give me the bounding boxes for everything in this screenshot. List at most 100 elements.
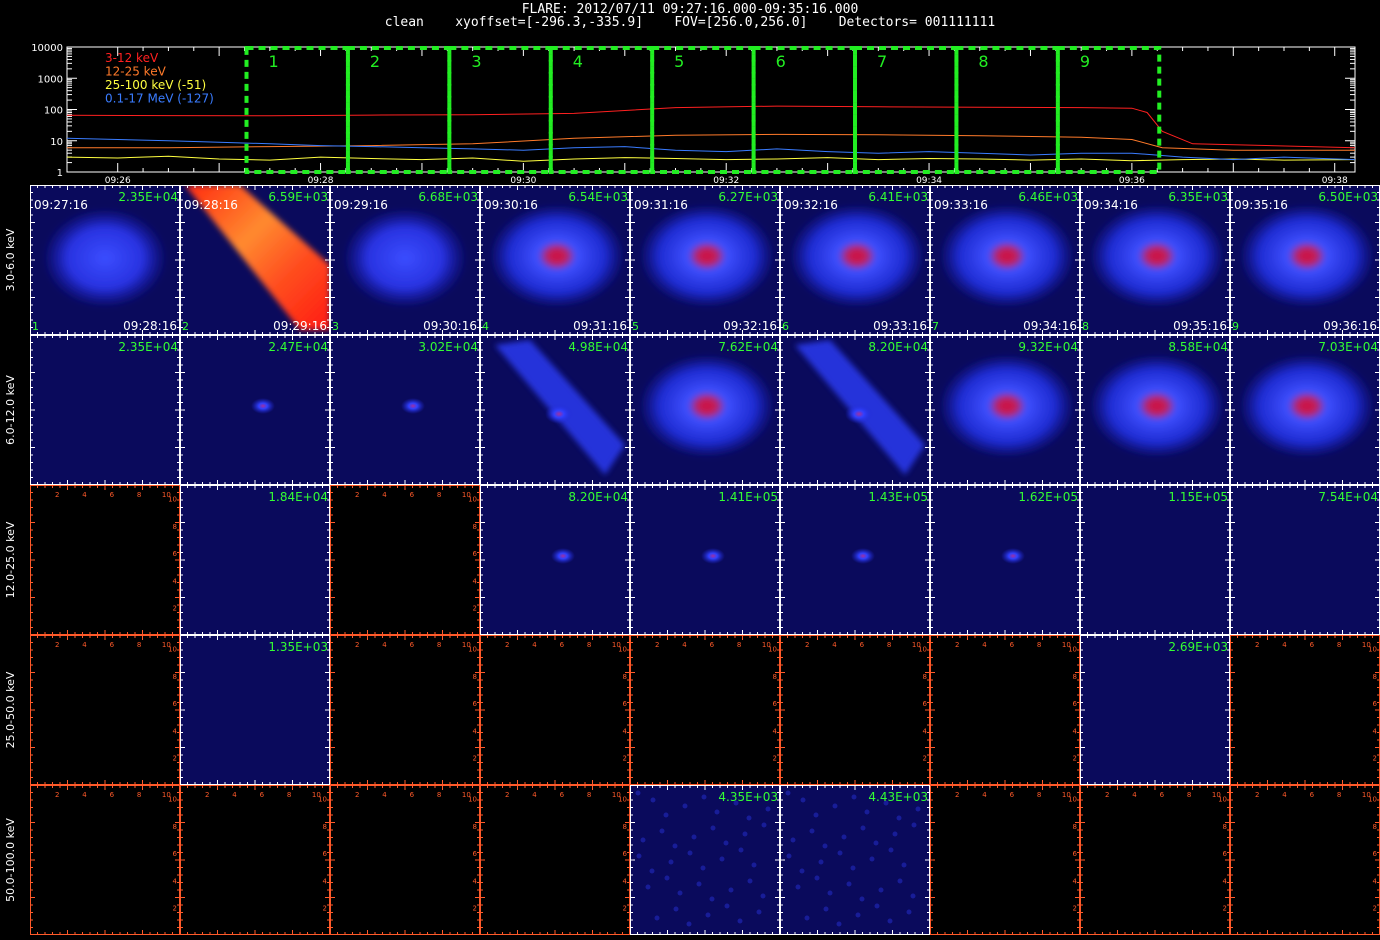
noise-speck [841,834,847,840]
panel-axis-label: 8 [437,491,441,499]
panel-background [30,785,180,935]
noise-speck [733,800,739,806]
panel-interval-number: 8 [1082,320,1089,333]
panel-axis-label: 10 [612,791,621,799]
panel-axis-label: 8 [923,673,927,681]
source-emission [939,204,1075,308]
panel-axis-label: 8 [1037,641,1041,649]
noise-speck [701,794,707,800]
noise-speck [851,794,857,800]
noise-speck [700,865,706,871]
panel-start-time: 09:28:16 [184,198,238,212]
panel-axis-label: 8 [773,673,777,681]
panel-axis-label: 10 [918,646,927,654]
image-panel: 6.50E+03 09:35:16 09:36:16 9 [1230,185,1380,335]
panel-axis-label: 8 [1337,791,1341,799]
panel-axis-label: 2 [173,755,177,763]
panel-axis-label: 6 [110,491,115,499]
panel-axis-label: 6 [1373,850,1378,858]
noise-speck [901,862,907,868]
panel-axis-label: 10 [1068,646,1077,654]
interval-box [244,46,350,174]
panel-axis-label: 6 [1310,641,1315,649]
source-core [545,404,573,424]
panel-max-value: 1.62E+05 [1018,490,1078,504]
image-panel: 2.47E+04 [180,335,330,485]
panel-axis-label: 10 [1362,791,1371,799]
source-emission [851,548,875,564]
interval-box [447,46,553,174]
noise-speck [878,887,884,893]
panel-axis-label: 10 [468,496,477,504]
panel-background [30,635,180,785]
lightcurve-series [67,105,1355,162]
panel-axis-label: 8 [473,523,477,531]
panel-max-value: 4.43E+03 [868,790,928,804]
panel-axis-label: 4 [773,727,778,735]
lightcurve-axes: 1 10 100 1000 10000 09:26 09:28 09:30 09:32 09:34… [31,43,1356,185]
energy-band-labels: 3.0-6.0 keV 6.0-12.0 keV 12.0-25.0 keV 25.0… [4,228,17,902]
noise-speck [896,815,902,821]
noise-speck [818,859,824,865]
energy-band-label: 3.0-6.0 keV [4,228,17,291]
series-line-1 [67,105,1355,149]
image-panel: 6.59E+03 09:28:16 09:29:16 2 [180,185,330,335]
panel-max-value: 1.35E+03 [268,640,328,654]
legend-entry: 12-25 keV [105,65,167,79]
panel-max-value: 2.35E+04 [118,340,178,354]
panel-axis-label: 4 [82,791,87,799]
panel-max-value: 1.15E+05 [1168,490,1228,504]
x-tick-label: 09:26 [105,176,131,185]
noise-speck [799,868,805,874]
noise-speck [892,831,898,837]
source-emission [551,548,575,564]
panel-axis-label: 2 [923,755,927,763]
panel-axis-label: 8 [1223,823,1227,831]
source-emission [639,354,775,458]
y-tick-label: 1000 [38,74,63,85]
energy-band-label: 50.0-100.0 keV [4,818,17,902]
noise-speck [738,847,744,853]
panel-background [780,635,930,785]
panel-axis-label: 2 [205,791,209,799]
panel-background [330,635,480,785]
noise-speck [837,850,843,856]
lightcurve-chart: 1 10 100 1000 10000 09:26 09:28 09:30 09:32 09:34… [31,43,1356,185]
panel-axis-label: 4 [173,577,178,585]
panel-axis-label: 6 [1073,700,1078,708]
panel-axis-label: 6 [1373,700,1378,708]
panel-axis-label: 10 [1212,791,1221,799]
noise-speck [663,812,669,818]
panel-axis-label: 6 [560,641,565,649]
noise-speck [883,800,889,806]
panel-axis-label: 10 [462,791,471,799]
source-emission [1239,204,1375,308]
noise-speck [790,837,796,843]
noise-speck [860,825,866,831]
image-panel: 8.58E+04 [1080,335,1230,485]
noise-speck [737,918,743,924]
panel-axis-label: 2 [1223,905,1227,913]
noise-speck [809,828,815,834]
panel-start-time: 09:30:16 [484,198,538,212]
panel-axis-label: 6 [623,850,628,858]
panel-axis-label: 6 [923,700,928,708]
noise-speck [823,906,829,912]
panel-background [1230,785,1380,935]
panel-axis-label: 6 [473,550,478,558]
panel-max-value: 6.54E+03 [568,190,628,204]
panel-background [480,785,630,935]
panel-start-time: 09:32:16 [784,198,838,212]
panel-axis-label: 10 [468,646,477,654]
panel-axis-label: 8 [473,823,477,831]
noise-speck [795,884,801,890]
noise-speck [813,812,819,818]
panel-axis-label: 10 [1062,791,1071,799]
noise-speck [864,809,870,815]
panel-background [180,785,330,935]
panel-axis-label: 6 [410,791,415,799]
noise-speck [714,809,720,815]
panel-axis-label: 2 [805,641,809,649]
legend-entry: 0.1-17 MeV (-127) [105,92,214,106]
panel-axis-label: 10 [168,496,177,504]
